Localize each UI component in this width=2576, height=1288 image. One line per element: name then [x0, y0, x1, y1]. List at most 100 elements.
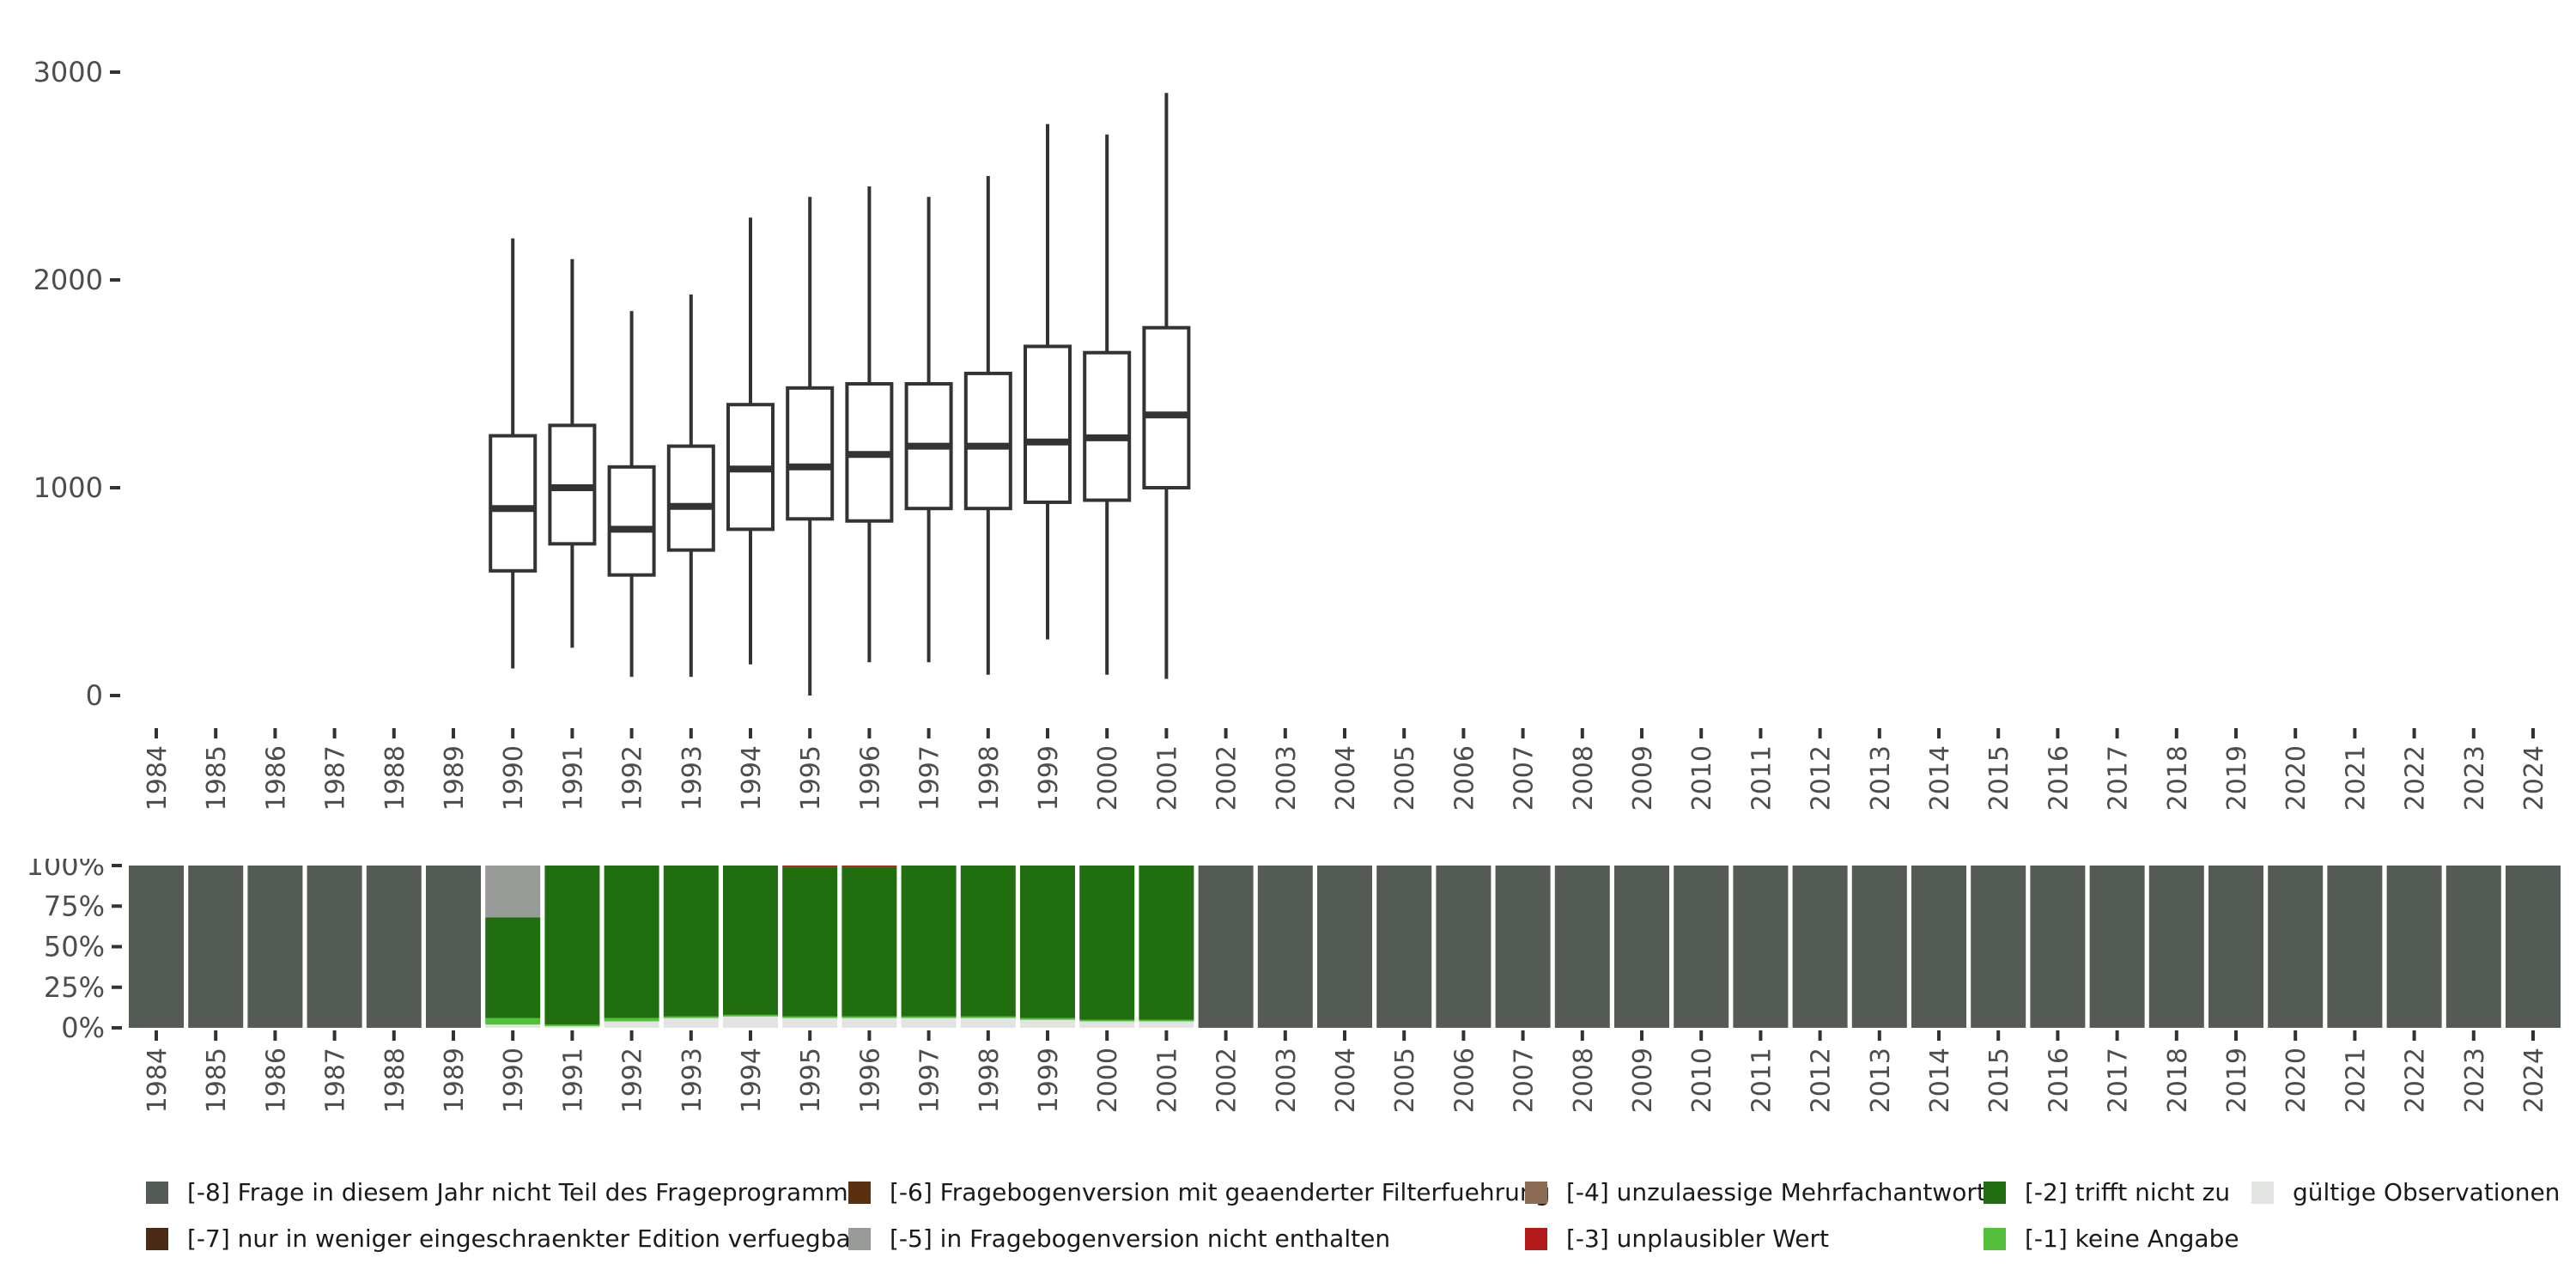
x-tick-label: 2010 — [1687, 1048, 1717, 1113]
x-tick-label: 2012 — [1807, 745, 1837, 811]
box-1992 — [607, 311, 656, 677]
legend-label: [-3] unplausibler Wert — [1566, 1224, 1829, 1253]
x-tick-label: 2019 — [2222, 745, 2252, 811]
bar-segment — [485, 1018, 541, 1025]
x-tick-label: 2017 — [2104, 745, 2134, 811]
x-tick-label: 2014 — [1925, 745, 1955, 811]
bar-1991 — [544, 866, 600, 1028]
box-1995 — [786, 197, 835, 696]
bar-segment — [841, 1018, 897, 1028]
x-tick-label: 2010 — [1687, 745, 1717, 811]
legend-label: [-6] Fragebogenversion mit geaenderter F… — [890, 1178, 1551, 1206]
bar-segment — [1614, 866, 1669, 1028]
y-tick-label: 2000 — [33, 264, 103, 296]
bar-segment — [663, 866, 719, 1017]
bar-segment — [2506, 866, 2561, 1028]
x-tick-label: 1986 — [261, 745, 291, 811]
legend-item: [-6] Fragebogenversion mit geaenderter F… — [848, 1178, 1550, 1206]
x-tick-label: 2001 — [1152, 1048, 1182, 1113]
x-tick-label: 2021 — [2341, 1048, 2371, 1113]
x-tick-label: 2012 — [1807, 1048, 1837, 1113]
bar-segment — [2445, 866, 2501, 1028]
legend-label: [-8] Frage in diesem Jahr nicht Teil des… — [187, 1178, 861, 1206]
bar-segment — [544, 866, 600, 1025]
x-tick-label: 2008 — [1569, 745, 1599, 811]
x-tick-label: 1995 — [796, 1048, 826, 1113]
bar-segment — [1139, 1021, 1194, 1028]
bar-1987 — [307, 866, 362, 1028]
bar-segment — [782, 866, 838, 867]
x-tick-label: 2022 — [2401, 745, 2431, 811]
x-tick-label: 1996 — [855, 1048, 885, 1113]
bar-segment — [366, 866, 422, 1028]
bar-2001 — [1139, 866, 1194, 1028]
bar-segment — [782, 866, 838, 1017]
legend-item: [-5] in Fragebogenversion nicht enthalte… — [848, 1224, 1390, 1253]
x-tick-label: 2015 — [1984, 1048, 2014, 1113]
legend-item: gültige Observationen — [2251, 1178, 2560, 1206]
bar-segment — [960, 866, 1016, 1017]
bar-2017 — [2089, 866, 2145, 1028]
x-tick-label: 1998 — [975, 1048, 1005, 1113]
bar-segment — [901, 1018, 957, 1028]
bar-2008 — [1554, 866, 1610, 1028]
bar-segment — [1911, 866, 1966, 1028]
box-1993 — [666, 294, 715, 677]
x-tick-label: 2003 — [1272, 745, 1302, 811]
bar-segment — [663, 1016, 719, 1018]
bar-2019 — [2208, 866, 2263, 1028]
bar-segment — [485, 1024, 541, 1028]
x-tick-label: 2006 — [1449, 1048, 1479, 1113]
bar-2013 — [1851, 866, 1907, 1028]
box-1998 — [963, 176, 1012, 675]
bar-1992 — [604, 866, 659, 1028]
bar-segment — [188, 866, 244, 1028]
bar-2010 — [1674, 866, 1729, 1028]
bar-segment — [1079, 1019, 1135, 1022]
bar-segment — [1020, 1018, 1075, 1020]
x-tick-label: 1994 — [737, 745, 767, 811]
x-tick-label: 2000 — [1093, 1048, 1123, 1113]
legend-swatch — [2251, 1181, 2274, 1204]
x-tick-label: 2002 — [1212, 1048, 1242, 1113]
bar-segment — [1733, 866, 1789, 1028]
x-tick-label: 2017 — [2104, 1048, 2134, 1113]
x-tick-label: 1995 — [796, 745, 826, 811]
bar-1984 — [129, 866, 184, 1028]
y-tick-label: 0 — [86, 679, 103, 712]
x-tick-label: 2016 — [2044, 745, 2074, 811]
x-tick-label: 1989 — [440, 1048, 470, 1113]
x-tick-label: 1994 — [737, 1048, 767, 1113]
bar-2014 — [1911, 866, 1966, 1028]
x-tick-label: 2002 — [1212, 745, 1242, 811]
x-tick-label: 2015 — [1984, 745, 2014, 811]
x-tick-label: 1990 — [499, 1048, 529, 1113]
bar-segment — [901, 1016, 957, 1018]
x-tick-label: 2023 — [2460, 1048, 2490, 1113]
x-tick-label: 1988 — [380, 1048, 410, 1113]
x-tick-label: 2005 — [1390, 745, 1420, 811]
bar-segment — [960, 1016, 1016, 1018]
bar-2006 — [1436, 866, 1492, 1028]
box-iqr — [607, 465, 656, 577]
legend-swatch — [1525, 1227, 1547, 1250]
box-iqr — [963, 371, 1012, 511]
legend-item: [-7] nur in weniger eingeschraenkter Edi… — [146, 1224, 860, 1253]
bar-segment — [2030, 866, 2086, 1028]
x-tick-label: 1997 — [915, 745, 945, 811]
x-tick-label: 1984 — [143, 1048, 173, 1113]
box-iqr — [489, 434, 538, 573]
bar-segment — [901, 866, 957, 1017]
box-iqr — [1142, 325, 1191, 489]
bar-segment — [1971, 866, 2026, 1028]
bar-segment — [1317, 866, 1372, 1028]
bar-segment — [723, 1014, 778, 1017]
y-tick-label: 50% — [44, 931, 105, 963]
bar-segment — [841, 1016, 897, 1018]
legend-label: [-7] nur in weniger eingeschraenkter Edi… — [187, 1224, 861, 1253]
bar-segment — [544, 1024, 600, 1027]
box-1996 — [845, 186, 894, 663]
legend-label: [-4] unzulaessige Mehrfachantwort — [1566, 1178, 1986, 1206]
x-tick-label: 1986 — [261, 1048, 291, 1113]
bar-2024 — [2506, 866, 2561, 1028]
